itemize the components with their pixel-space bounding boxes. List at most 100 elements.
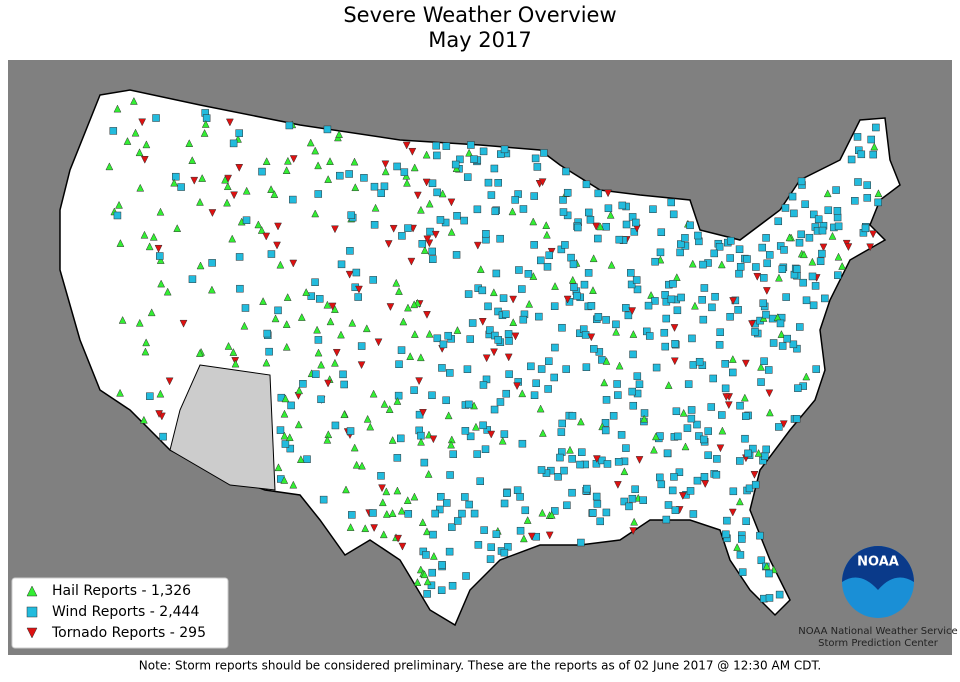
marker <box>482 230 490 238</box>
arizona-region <box>169 364 276 491</box>
marker <box>795 238 804 247</box>
marker <box>577 538 585 547</box>
marker <box>609 412 618 420</box>
marker <box>419 409 427 417</box>
marker <box>728 508 737 517</box>
marker <box>363 414 372 423</box>
marker <box>531 154 540 163</box>
marker <box>589 254 598 263</box>
marker <box>844 243 853 252</box>
marker <box>828 231 837 240</box>
marker <box>573 292 581 300</box>
marker <box>515 266 523 274</box>
marker <box>352 268 361 277</box>
marker <box>799 278 807 287</box>
marker <box>629 330 638 338</box>
marker <box>602 508 611 517</box>
marker <box>628 494 637 503</box>
marker <box>596 517 604 526</box>
marker <box>479 381 488 389</box>
marker <box>594 234 602 243</box>
marker <box>838 262 847 270</box>
marker <box>721 360 729 368</box>
marker <box>484 302 492 311</box>
marker <box>694 231 702 240</box>
marker <box>270 190 279 198</box>
marker <box>624 311 633 320</box>
marker <box>422 551 430 559</box>
marker <box>496 398 505 406</box>
marker <box>663 449 672 458</box>
marker <box>688 259 697 268</box>
marker <box>644 301 653 310</box>
marker <box>442 142 451 150</box>
marker <box>622 444 630 452</box>
marker <box>721 384 730 393</box>
marker <box>142 338 151 347</box>
marker <box>516 526 525 535</box>
marker <box>544 385 552 393</box>
marker <box>809 210 818 219</box>
marker <box>568 455 576 463</box>
marker <box>402 141 411 150</box>
marker <box>395 287 403 295</box>
marker <box>465 500 473 509</box>
marker <box>289 259 298 268</box>
marker <box>314 348 323 357</box>
marker <box>438 189 447 198</box>
marker <box>486 326 494 334</box>
marker <box>545 251 553 260</box>
marker <box>620 467 629 476</box>
marker <box>833 213 842 222</box>
marker <box>156 256 165 264</box>
marker <box>715 243 724 251</box>
marker <box>242 186 251 195</box>
marker <box>519 534 528 543</box>
marker <box>734 306 742 314</box>
marker <box>618 201 627 210</box>
marker <box>224 341 233 350</box>
marker <box>789 340 798 349</box>
marker <box>339 370 347 379</box>
marker <box>490 164 499 173</box>
marker <box>736 263 745 271</box>
marker <box>195 349 204 357</box>
marker <box>505 370 513 378</box>
marker <box>380 182 389 191</box>
marker <box>811 282 820 290</box>
marker <box>380 399 389 408</box>
marker <box>570 283 578 291</box>
marker <box>240 321 249 330</box>
marker <box>867 135 875 144</box>
marker <box>340 380 348 389</box>
marker <box>679 408 688 417</box>
marker <box>323 300 332 309</box>
marker <box>382 509 391 518</box>
marker <box>669 210 678 219</box>
marker <box>632 218 640 227</box>
marker <box>201 119 210 128</box>
marker <box>366 422 375 431</box>
marker <box>800 250 808 259</box>
marker <box>466 335 474 343</box>
marker <box>559 196 567 204</box>
marker <box>662 314 671 323</box>
marker <box>428 568 437 577</box>
marker <box>437 492 445 501</box>
marker <box>753 272 762 281</box>
marker <box>508 207 517 216</box>
marker <box>782 293 790 301</box>
marker <box>382 487 391 496</box>
marker <box>629 527 638 536</box>
marker <box>805 233 814 242</box>
marker <box>505 337 513 345</box>
marker <box>652 363 661 372</box>
marker <box>404 303 412 312</box>
marker <box>589 509 597 517</box>
marker <box>704 451 712 459</box>
marker <box>593 500 602 508</box>
marker <box>163 287 172 296</box>
marker <box>406 352 415 361</box>
marker <box>267 185 275 193</box>
marker <box>473 205 482 214</box>
